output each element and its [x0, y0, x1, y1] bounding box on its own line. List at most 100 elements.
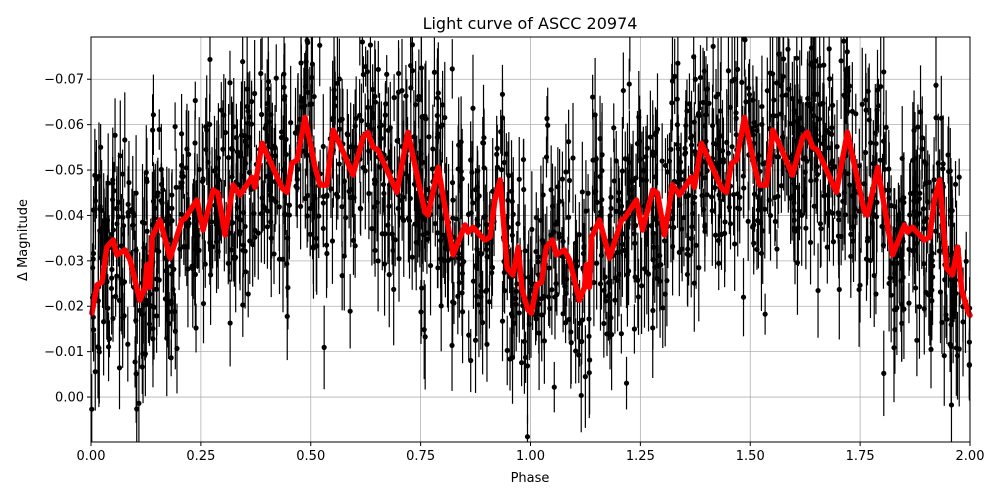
data-point: [486, 299, 493, 305]
data-point: [914, 337, 920, 343]
data-point: [303, 83, 309, 90]
data-point: [281, 96, 288, 102]
data-point: [484, 341, 490, 347]
data-point: [309, 74, 315, 81]
data-point: [624, 156, 631, 162]
data-point: [122, 137, 128, 143]
data-point: [151, 215, 157, 222]
data-point: [421, 327, 427, 333]
data-point: [134, 406, 140, 412]
data-point: [671, 224, 677, 231]
data-point: [664, 169, 671, 175]
data-point: [591, 279, 597, 286]
data-point: [886, 195, 892, 201]
data-point: [298, 203, 304, 209]
data-point: [722, 219, 728, 225]
data-point: [857, 282, 863, 288]
data-point: [125, 341, 131, 347]
data-point: [686, 101, 693, 107]
data-point: [391, 286, 397, 292]
data-point: [521, 186, 527, 193]
data-point: [419, 285, 425, 291]
data-point: [372, 99, 378, 105]
data-point: [416, 93, 422, 99]
data-point: [791, 207, 797, 214]
data-point: [743, 99, 749, 105]
data-point: [568, 329, 574, 335]
data-point: [677, 159, 684, 165]
data-point: [458, 255, 465, 261]
data-point: [675, 60, 681, 66]
data-point: [590, 157, 596, 163]
data-point: [725, 68, 732, 74]
data-point: [912, 155, 918, 161]
data-point: [258, 70, 264, 77]
data-point: [418, 309, 424, 315]
data-point: [862, 149, 869, 156]
data-point: [147, 291, 153, 297]
data-point: [635, 294, 642, 300]
data-point: [941, 353, 947, 359]
data-point: [207, 56, 213, 63]
data-point: [399, 88, 405, 94]
data-point: [359, 39, 366, 45]
data-point: [873, 141, 879, 147]
data-point: [613, 158, 619, 164]
data-point: [916, 304, 923, 310]
data-point: [442, 114, 448, 121]
data-point: [390, 247, 396, 254]
data-point: [620, 87, 626, 94]
data-point: [505, 197, 511, 203]
y-tick-label: −0.04: [44, 209, 84, 224]
data-point: [372, 247, 378, 254]
data-point: [247, 114, 253, 120]
data-point: [344, 131, 350, 137]
data-point: [311, 93, 317, 100]
data-point: [515, 221, 521, 227]
data-point: [93, 176, 99, 182]
data-point: [583, 208, 589, 214]
data-point: [655, 220, 661, 226]
data-point: [811, 203, 817, 209]
x-tick-label: 1.50: [736, 449, 765, 464]
y-tick-label: −0.02: [44, 300, 84, 315]
y-tick-label: 0.00: [55, 391, 84, 406]
x-tick-label: 0.00: [77, 449, 106, 464]
data-point: [422, 334, 428, 340]
data-point: [760, 161, 766, 167]
data-point: [566, 139, 572, 145]
data-point: [522, 248, 528, 254]
data-point: [190, 263, 196, 269]
data-point: [590, 94, 596, 100]
data-point: [466, 332, 472, 338]
data-point: [660, 305, 666, 311]
data-point: [582, 374, 588, 380]
data-point: [381, 190, 387, 197]
data-point: [449, 342, 455, 348]
data-point: [716, 260, 722, 266]
data-point: [339, 204, 345, 210]
data-point: [706, 100, 712, 106]
x-tick-label: 0.75: [406, 449, 435, 464]
data-point: [193, 241, 199, 247]
data-point: [811, 64, 817, 70]
data-point: [227, 80, 233, 86]
data-point: [888, 202, 894, 209]
data-point: [692, 194, 698, 200]
data-point: [480, 319, 486, 326]
data-point: [635, 277, 641, 283]
data-point: [778, 111, 784, 117]
data-point: [562, 283, 568, 289]
data-point: [639, 283, 645, 289]
data-point: [474, 246, 480, 252]
data-point: [945, 152, 951, 158]
data-point: [675, 146, 681, 152]
data-point: [335, 194, 341, 200]
data-point: [518, 360, 525, 366]
data-point: [284, 261, 290, 267]
data-point: [258, 111, 265, 118]
data-point: [570, 155, 576, 161]
data-point: [534, 310, 540, 316]
data-point: [943, 312, 949, 318]
